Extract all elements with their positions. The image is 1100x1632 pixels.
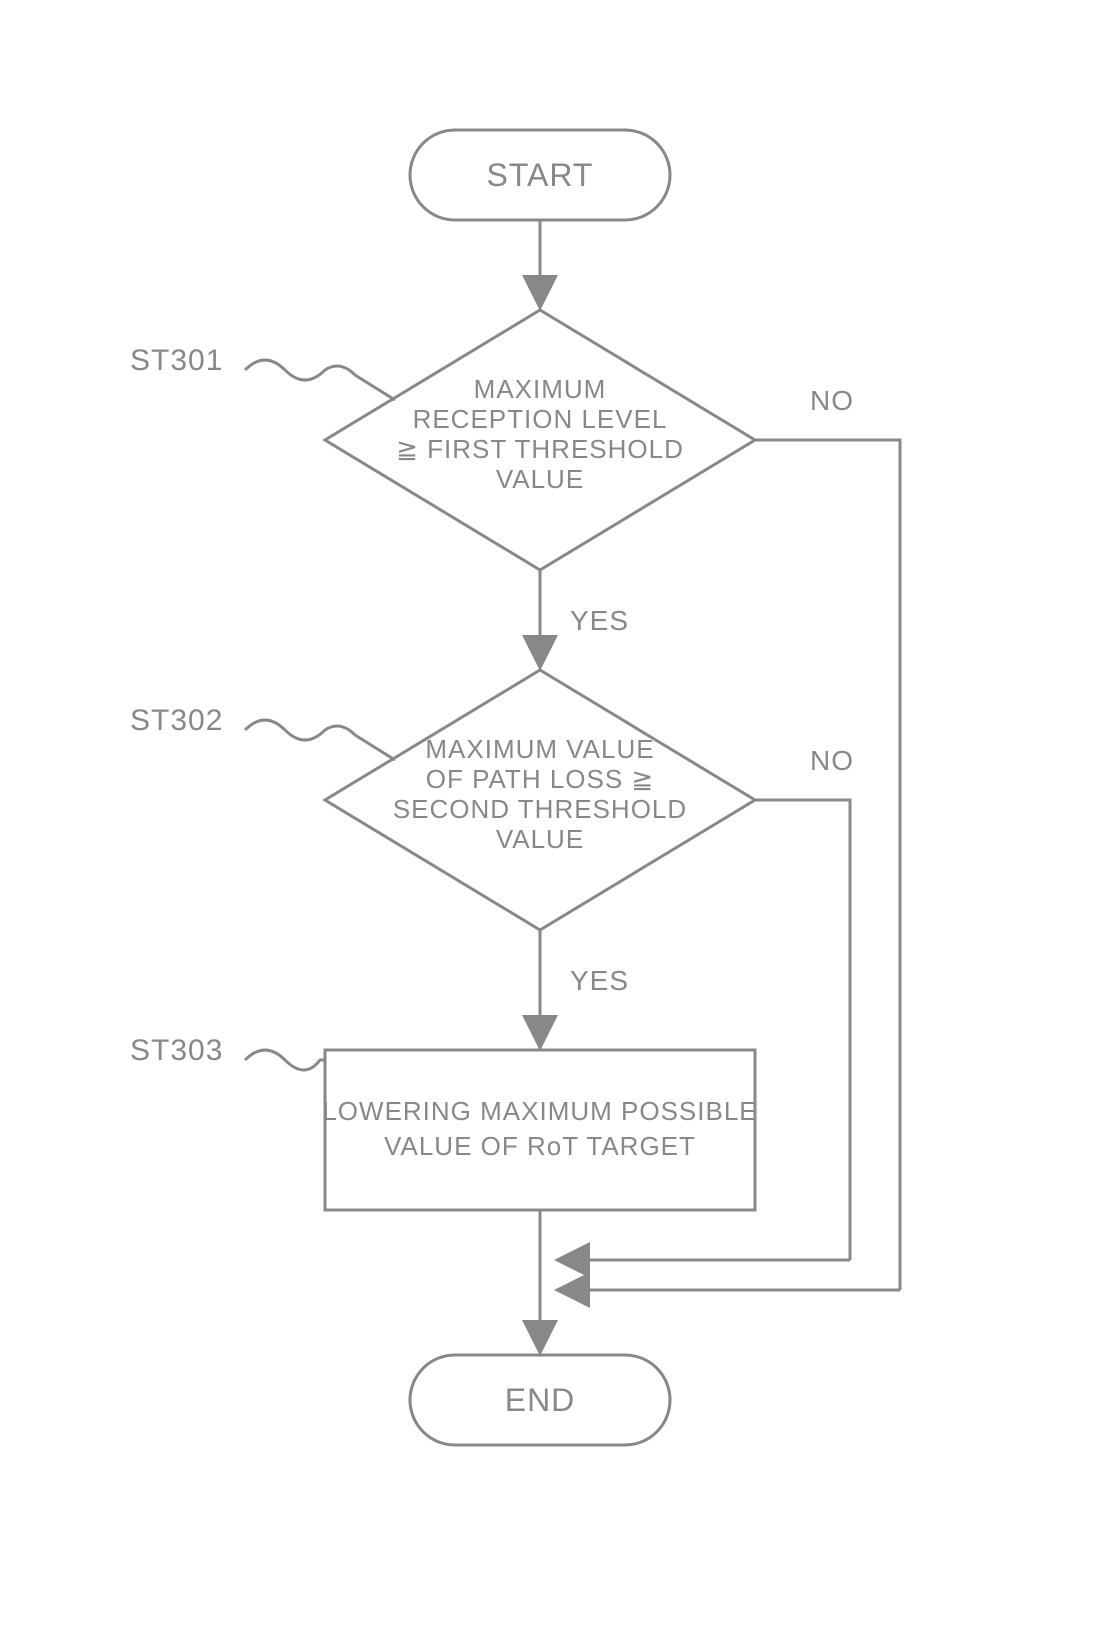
d2-no-label: NO	[810, 745, 854, 776]
start-node: START	[410, 130, 670, 220]
st302-label: ST302	[130, 704, 223, 737]
d1-no-label: NO	[810, 385, 854, 416]
svg-text:SECOND THRESHOLD: SECOND THRESHOLD	[393, 794, 687, 824]
st302-connector	[245, 720, 395, 760]
st303-connector	[245, 1050, 325, 1070]
d2-yes-label: YES	[570, 965, 629, 996]
svg-text:VALUE: VALUE	[496, 464, 584, 494]
flowchart-canvas: START MAXIMUM RECEPTION LEVEL ≧ FIRST TH…	[0, 0, 1100, 1632]
end-node: END	[410, 1355, 670, 1445]
svg-text:VALUE: VALUE	[496, 824, 584, 854]
decision1-node: MAXIMUM RECEPTION LEVEL ≧ FIRST THRESHOL…	[325, 310, 755, 570]
end-label: END	[505, 1382, 576, 1418]
decision2-node: MAXIMUM VALUE OF PATH LOSS ≧ SECOND THRE…	[325, 670, 755, 930]
svg-text:MAXIMUM: MAXIMUM	[474, 374, 607, 404]
svg-text:VALUE OF RoT TARGET: VALUE OF RoT TARGET	[384, 1131, 696, 1161]
st303-label: ST303	[130, 1034, 223, 1067]
st301-label: ST301	[130, 344, 223, 377]
st301-connector	[245, 360, 395, 400]
svg-text:RECEPTION LEVEL: RECEPTION LEVEL	[413, 404, 668, 434]
svg-text:LOWERING MAXIMUM POSSIBLE: LOWERING MAXIMUM POSSIBLE	[322, 1096, 757, 1126]
svg-text:OF PATH LOSS ≧: OF PATH LOSS ≧	[426, 764, 654, 794]
svg-text:MAXIMUM VALUE: MAXIMUM VALUE	[425, 734, 654, 764]
svg-text:≧ FIRST THRESHOLD: ≧ FIRST THRESHOLD	[396, 434, 684, 464]
edge-d1-no	[755, 440, 900, 1290]
process1-node: LOWERING MAXIMUM POSSIBLE VALUE OF RoT T…	[322, 1050, 757, 1210]
start-label: START	[487, 157, 594, 193]
d1-yes-label: YES	[570, 605, 629, 636]
edge-d2-no	[755, 800, 850, 1260]
